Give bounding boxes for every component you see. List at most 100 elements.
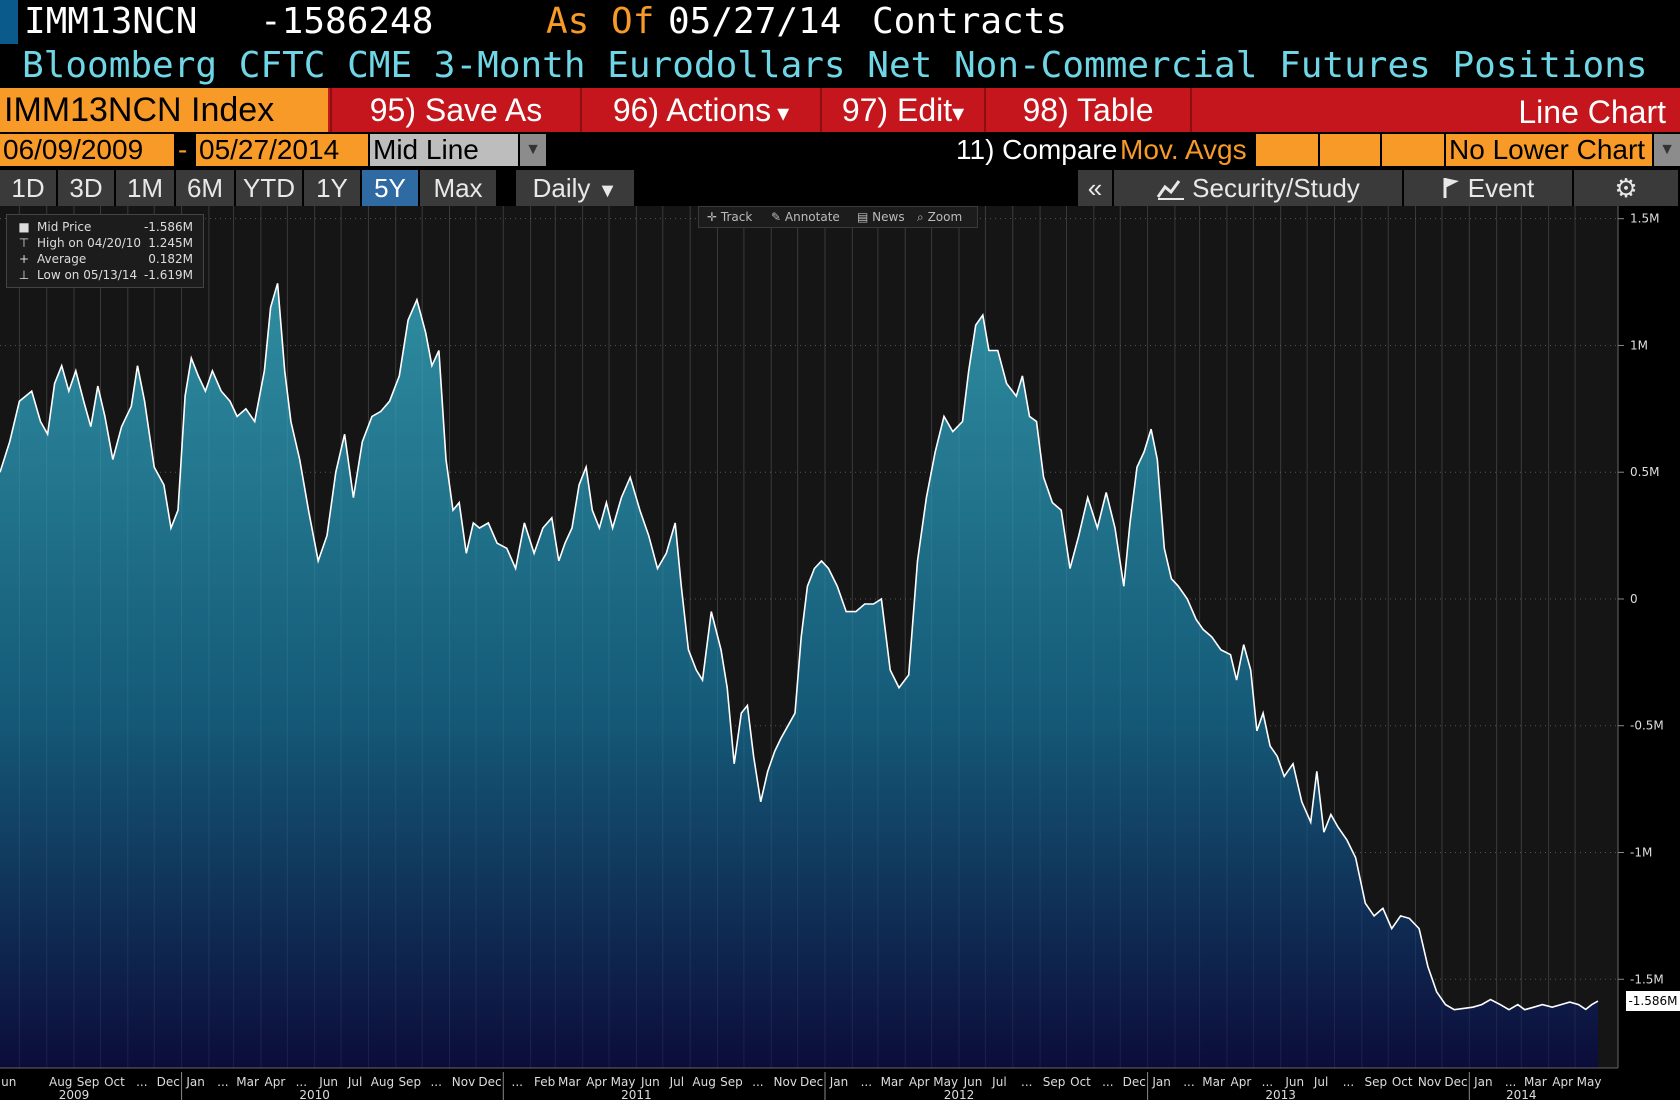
x-month-label: Sep: [77, 1075, 100, 1089]
date-range-separator: -: [178, 134, 188, 165]
legend-value: -1.619M: [143, 268, 193, 282]
settings-button[interactable]: ⚙: [1574, 170, 1680, 206]
actions-label: 96) Actions: [612, 92, 772, 128]
as-of-label: As Of: [546, 1, 655, 42]
security-study-label: Security/Study: [1192, 173, 1360, 203]
crosshair-icon: ✛: [707, 210, 718, 224]
x-year-label: 2012: [944, 1088, 975, 1100]
line-type-select[interactable]: Mid Line: [370, 134, 518, 166]
gear-icon: ⚙: [1614, 174, 1638, 204]
y-axis-ticks: 1.5M 1M 0.5M 0 -0.5M -1M -1.5M: [1618, 212, 1664, 986]
lower-chart-select[interactable]: No Lower Chart: [1446, 134, 1652, 166]
x-month-label: Mar: [558, 1075, 581, 1089]
chevron-down-icon[interactable]: ▼: [520, 134, 546, 166]
start-date-field[interactable]: 06/09/2009: [0, 134, 174, 166]
price-area: [0, 283, 1598, 1068]
x-month-label: Jun: [640, 1075, 660, 1089]
x-month-label: Apr: [1552, 1075, 1573, 1089]
x-month-label: ...: [217, 1075, 228, 1089]
x-month-label: Jan: [829, 1075, 849, 1089]
period-button-1y[interactable]: 1Y: [304, 170, 362, 206]
x-month-label: Oct: [1392, 1075, 1413, 1089]
x-month-label: Dec: [157, 1075, 180, 1089]
x-month-label: Jan: [1473, 1075, 1493, 1089]
period-button-ytd[interactable]: YTD: [236, 170, 304, 206]
period-button-3d[interactable]: 3D: [58, 170, 116, 206]
period-button-6m[interactable]: 6M: [176, 170, 236, 206]
compare-slot-2[interactable]: [1320, 134, 1380, 166]
panel-marker: [0, 0, 18, 44]
actions-button[interactable]: 96) Actions ▾: [580, 88, 820, 132]
collapse-button[interactable]: «: [1078, 170, 1114, 206]
security-field[interactable]: IMM13NCN Index: [0, 88, 328, 132]
x-month-label: ...: [136, 1075, 147, 1089]
chart-mode-label[interactable]: Line Chart: [1518, 94, 1666, 130]
y-tick-label: -1.5M: [1630, 972, 1664, 986]
table-button[interactable]: 98) Table: [984, 88, 1190, 132]
x-year-label: 2013: [1265, 1088, 1296, 1100]
track-button[interactable]: ✛ Track: [707, 207, 752, 227]
security-study-button[interactable]: Security/Study: [1114, 170, 1404, 206]
event-button[interactable]: Event: [1404, 170, 1574, 206]
security-header-bar: IMM13NCN -1586248 As Of 05/27/14 Contrac…: [0, 0, 1680, 44]
x-year-label: 2014: [1506, 1088, 1537, 1100]
zoom-label: Zoom: [927, 210, 963, 224]
x-month-label: Jul: [991, 1075, 1006, 1089]
chevron-down-icon[interactable]: ▼: [1654, 134, 1680, 166]
frequency-select[interactable]: Daily ▼: [516, 170, 636, 206]
x-month-label: ...: [1183, 1075, 1194, 1089]
unit-label: Contracts: [872, 1, 1068, 42]
save-as-button[interactable]: 95) Save As: [330, 88, 580, 132]
range-bar: 06/09/2009 - 05/27/2014 Mid Line ▼ 11) C…: [0, 132, 1680, 168]
compare-slot-3[interactable]: [1382, 134, 1444, 166]
period-button-1m[interactable]: 1M: [116, 170, 176, 206]
annotate-button[interactable]: ✎ Annotate: [771, 207, 840, 227]
x-month-label: Apr: [1231, 1075, 1252, 1089]
legend-label: Average: [37, 252, 87, 266]
x-year-label: 2010: [299, 1088, 330, 1100]
period-button-5y[interactable]: 5Y: [362, 170, 420, 206]
x-month-label: Apr: [586, 1075, 607, 1089]
x-month-label: Dec: [800, 1075, 823, 1089]
period-button-1d[interactable]: 1D: [0, 170, 58, 206]
legend-marker-icon: ⊤: [18, 236, 30, 250]
period-button-max[interactable]: Max: [420, 170, 498, 206]
news-button[interactable]: ▤ News: [857, 207, 905, 227]
x-month-label: Sep: [1043, 1075, 1066, 1089]
x-axis-ticks: Jun Aug Sep Oct... Dec Jan... Mar Apr... Jun Jul A…: [0, 1072, 1601, 1100]
x-month-label: Jul: [1313, 1075, 1328, 1089]
x-month-label: ...: [1343, 1075, 1354, 1089]
end-date-field[interactable]: 05/27/2014: [196, 134, 368, 166]
chart-legend[interactable]: ■ Mid Price -1.586M ⊤ High on 04/20/10 1.245M…: [6, 214, 204, 288]
magnifier-icon: ⌕: [917, 210, 924, 224]
x-month-label: Jun: [318, 1075, 338, 1089]
compare-slot-1[interactable]: [1256, 134, 1318, 166]
y-tick-label: -0.5M: [1630, 719, 1664, 733]
x-month-label: May: [1577, 1075, 1602, 1089]
x-month-label: Oct: [1070, 1075, 1091, 1089]
price-chart[interactable]: 1.5M 1M 0.5M 0 -0.5M -1M -1.5M Jun Aug Sep Oct...…: [0, 206, 1680, 1100]
x-month-label: Sep: [398, 1075, 421, 1089]
x-month-label: Mar: [1524, 1075, 1547, 1089]
x-month-label: Nov: [1418, 1075, 1441, 1089]
mov-avgs-button[interactable]: Mov. Avgs: [1120, 134, 1247, 165]
edit-button[interactable]: 97) Edit▾: [820, 88, 984, 132]
x-month-label: Oct: [104, 1075, 125, 1089]
x-month-label: Jun: [1284, 1075, 1304, 1089]
period-bar: 1D 3D 1M 6M YTD 1Y 5Y Max Daily ▼ « Security/St…: [0, 170, 1680, 206]
x-month-label: ...: [296, 1075, 307, 1089]
x-year-label: 2009: [59, 1088, 90, 1100]
track-label: Track: [720, 210, 753, 224]
zoom-button[interactable]: ⌕ Zoom: [917, 207, 962, 227]
x-month-label: ...: [430, 1075, 441, 1089]
legend-marker-icon: ■: [18, 220, 30, 234]
legend-row: ⊤ High on 04/20/10 1.245M: [13, 235, 197, 251]
x-month-label: Dec: [478, 1075, 501, 1089]
legend-label: Low on 05/13/14: [37, 268, 138, 282]
news-icon: ▤: [857, 210, 869, 224]
last-value: -1586248: [260, 1, 434, 42]
x-month-label: Feb: [534, 1075, 555, 1089]
compare-button[interactable]: 11) Compare: [956, 134, 1118, 165]
x-month-label: Apr: [265, 1075, 286, 1089]
last-value-tag: -1.586M: [1626, 991, 1680, 1012]
